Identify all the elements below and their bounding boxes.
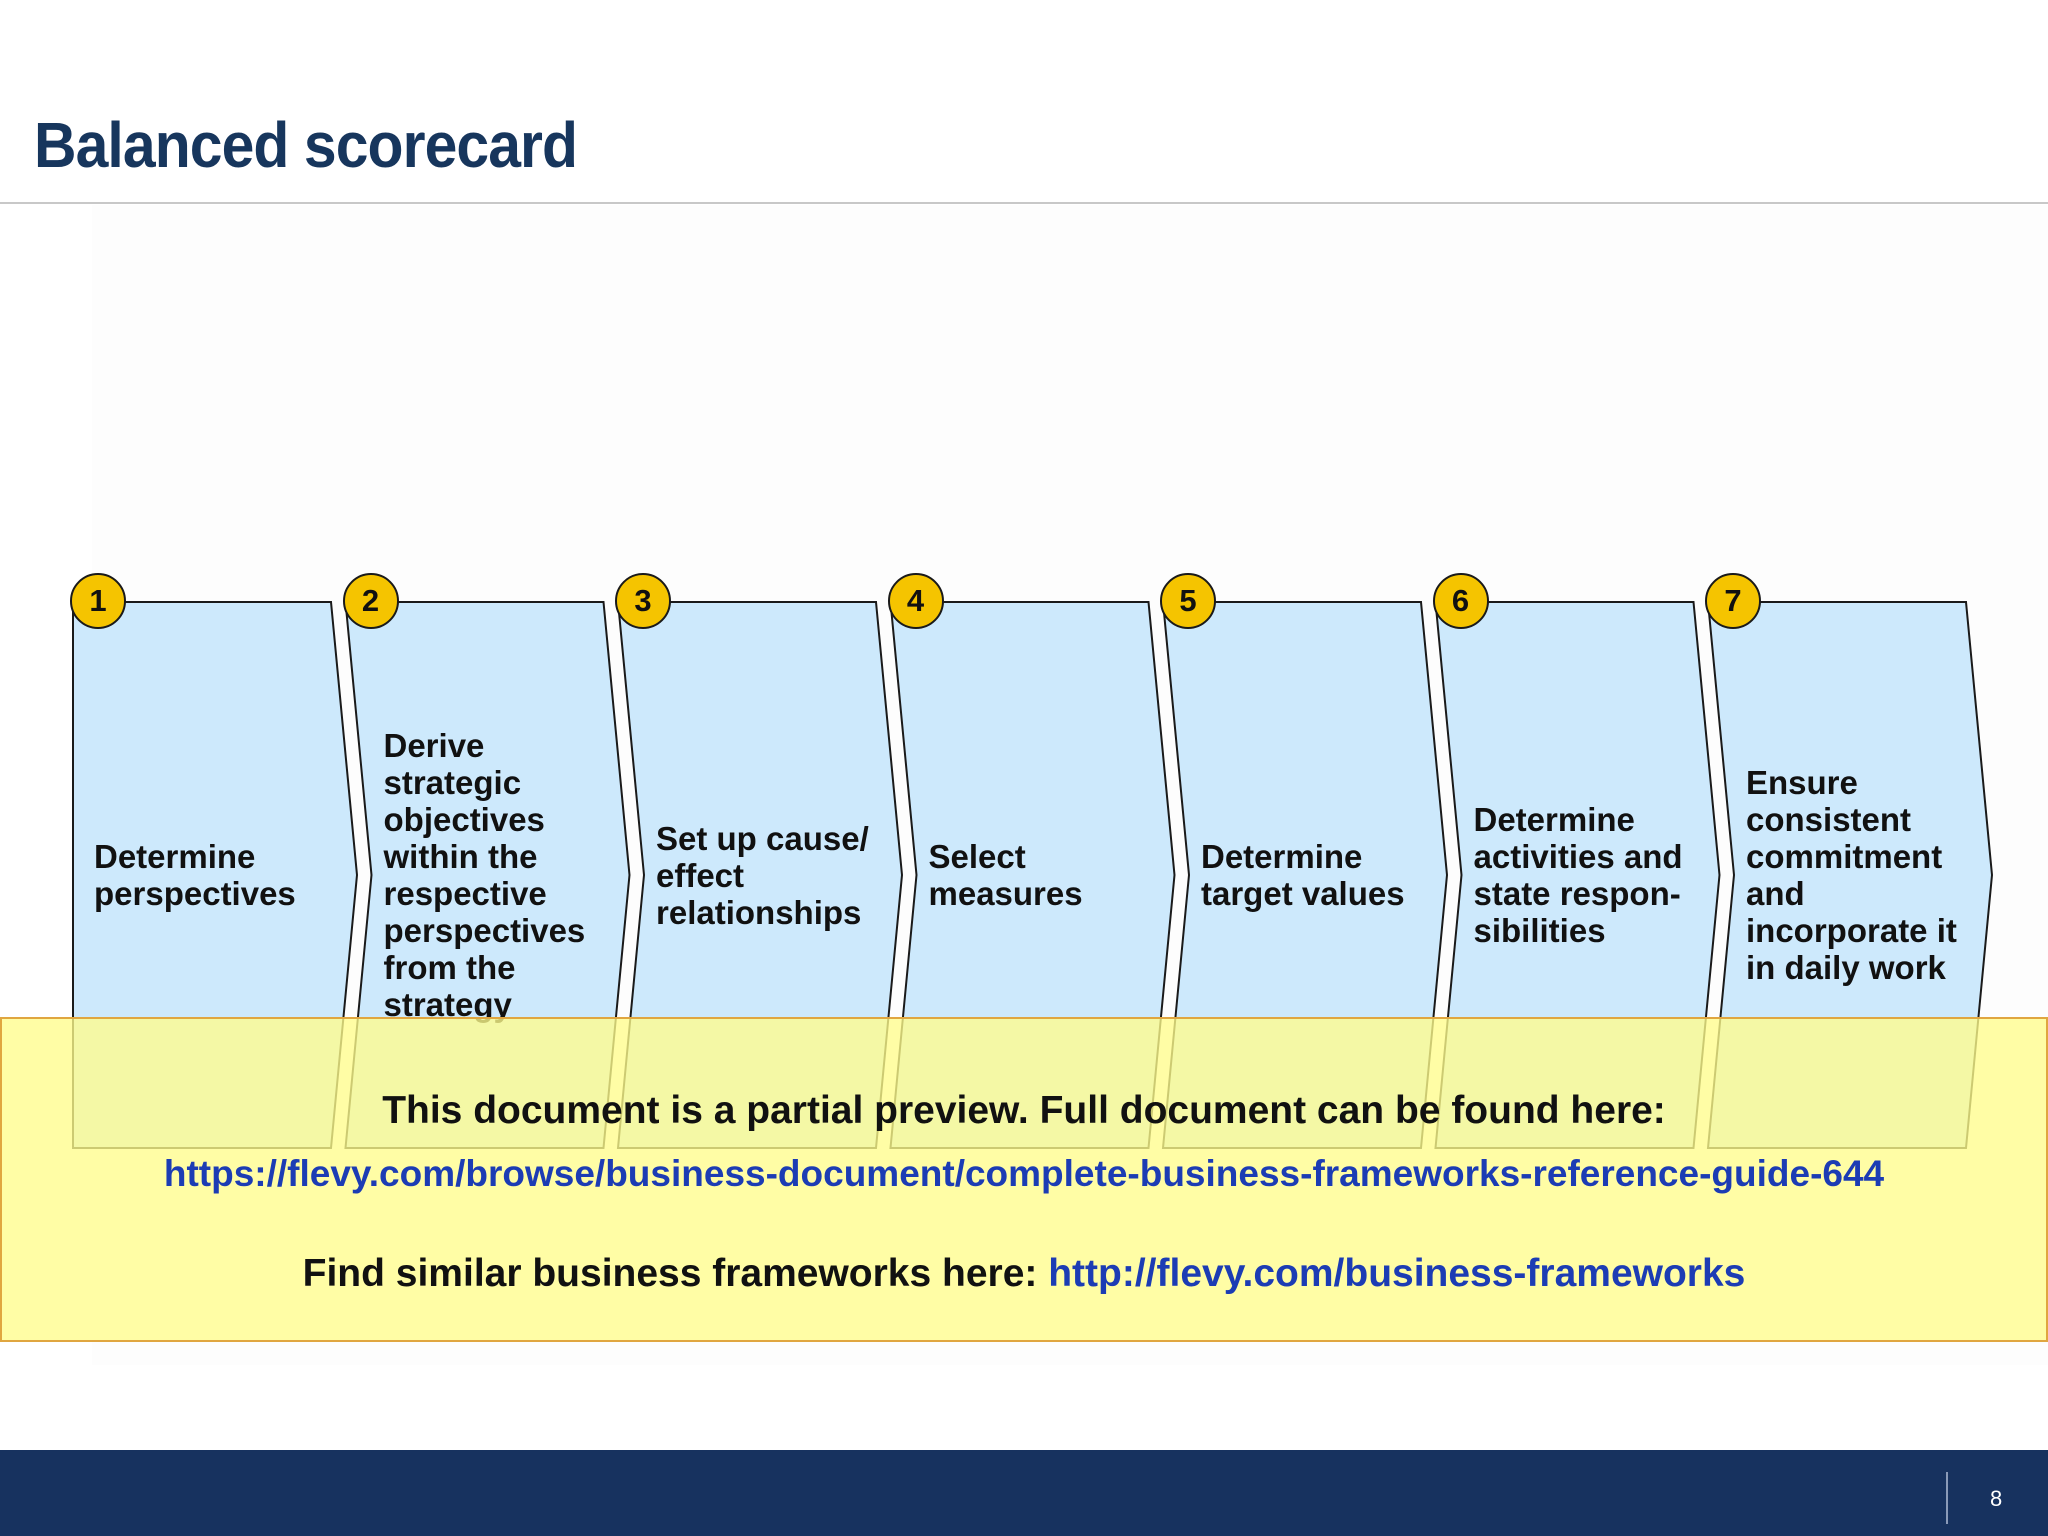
similar-frameworks-link[interactable]: http://flevy.com/business-frameworks: [1048, 1252, 1746, 1295]
step-number-badge-5: 5: [1160, 573, 1216, 629]
step-label-4: Select measures: [928, 838, 1083, 912]
step-label-1: Determine perspectives: [94, 838, 296, 912]
similar-frameworks-line: Find similar business frameworks here: h…: [2, 1252, 2046, 1296]
preview-banner: This document is a partial preview. Full…: [0, 1017, 2048, 1342]
step-number-badge-1: 1: [70, 573, 126, 629]
step-number-badge-3: 3: [615, 573, 671, 629]
step-label-5: Determine target values: [1201, 838, 1405, 912]
step-number-badge-7: 7: [1705, 573, 1761, 629]
step-label-3: Set up cause/ effect relationships: [656, 819, 869, 931]
footer-divider: [1946, 1472, 1948, 1524]
similar-frameworks-label: Find similar business frameworks here:: [302, 1252, 1049, 1295]
title-divider: [0, 202, 2048, 204]
step-number-badge-6: 6: [1432, 573, 1489, 629]
page-number: 8: [1990, 1486, 2003, 1511]
step-number-badge-4: 4: [887, 573, 944, 629]
step-label-6: Determine activities and state respon- s…: [1473, 801, 1683, 949]
preview-notice: This document is a partial preview. Full…: [382, 1089, 1666, 1132]
step-label-2: Derive strategic objectives within the r…: [383, 727, 586, 1023]
slide-title: Balanced scorecard: [34, 109, 578, 181]
step-label-7: Ensure consistent commitment and incorpo…: [1746, 764, 1957, 986]
full-document-link[interactable]: https://flevy.com/browse/business-docume…: [163, 1153, 1885, 1194]
step-number-badge-2: 2: [342, 573, 399, 629]
footer-bar: 8: [0, 1450, 2048, 1536]
